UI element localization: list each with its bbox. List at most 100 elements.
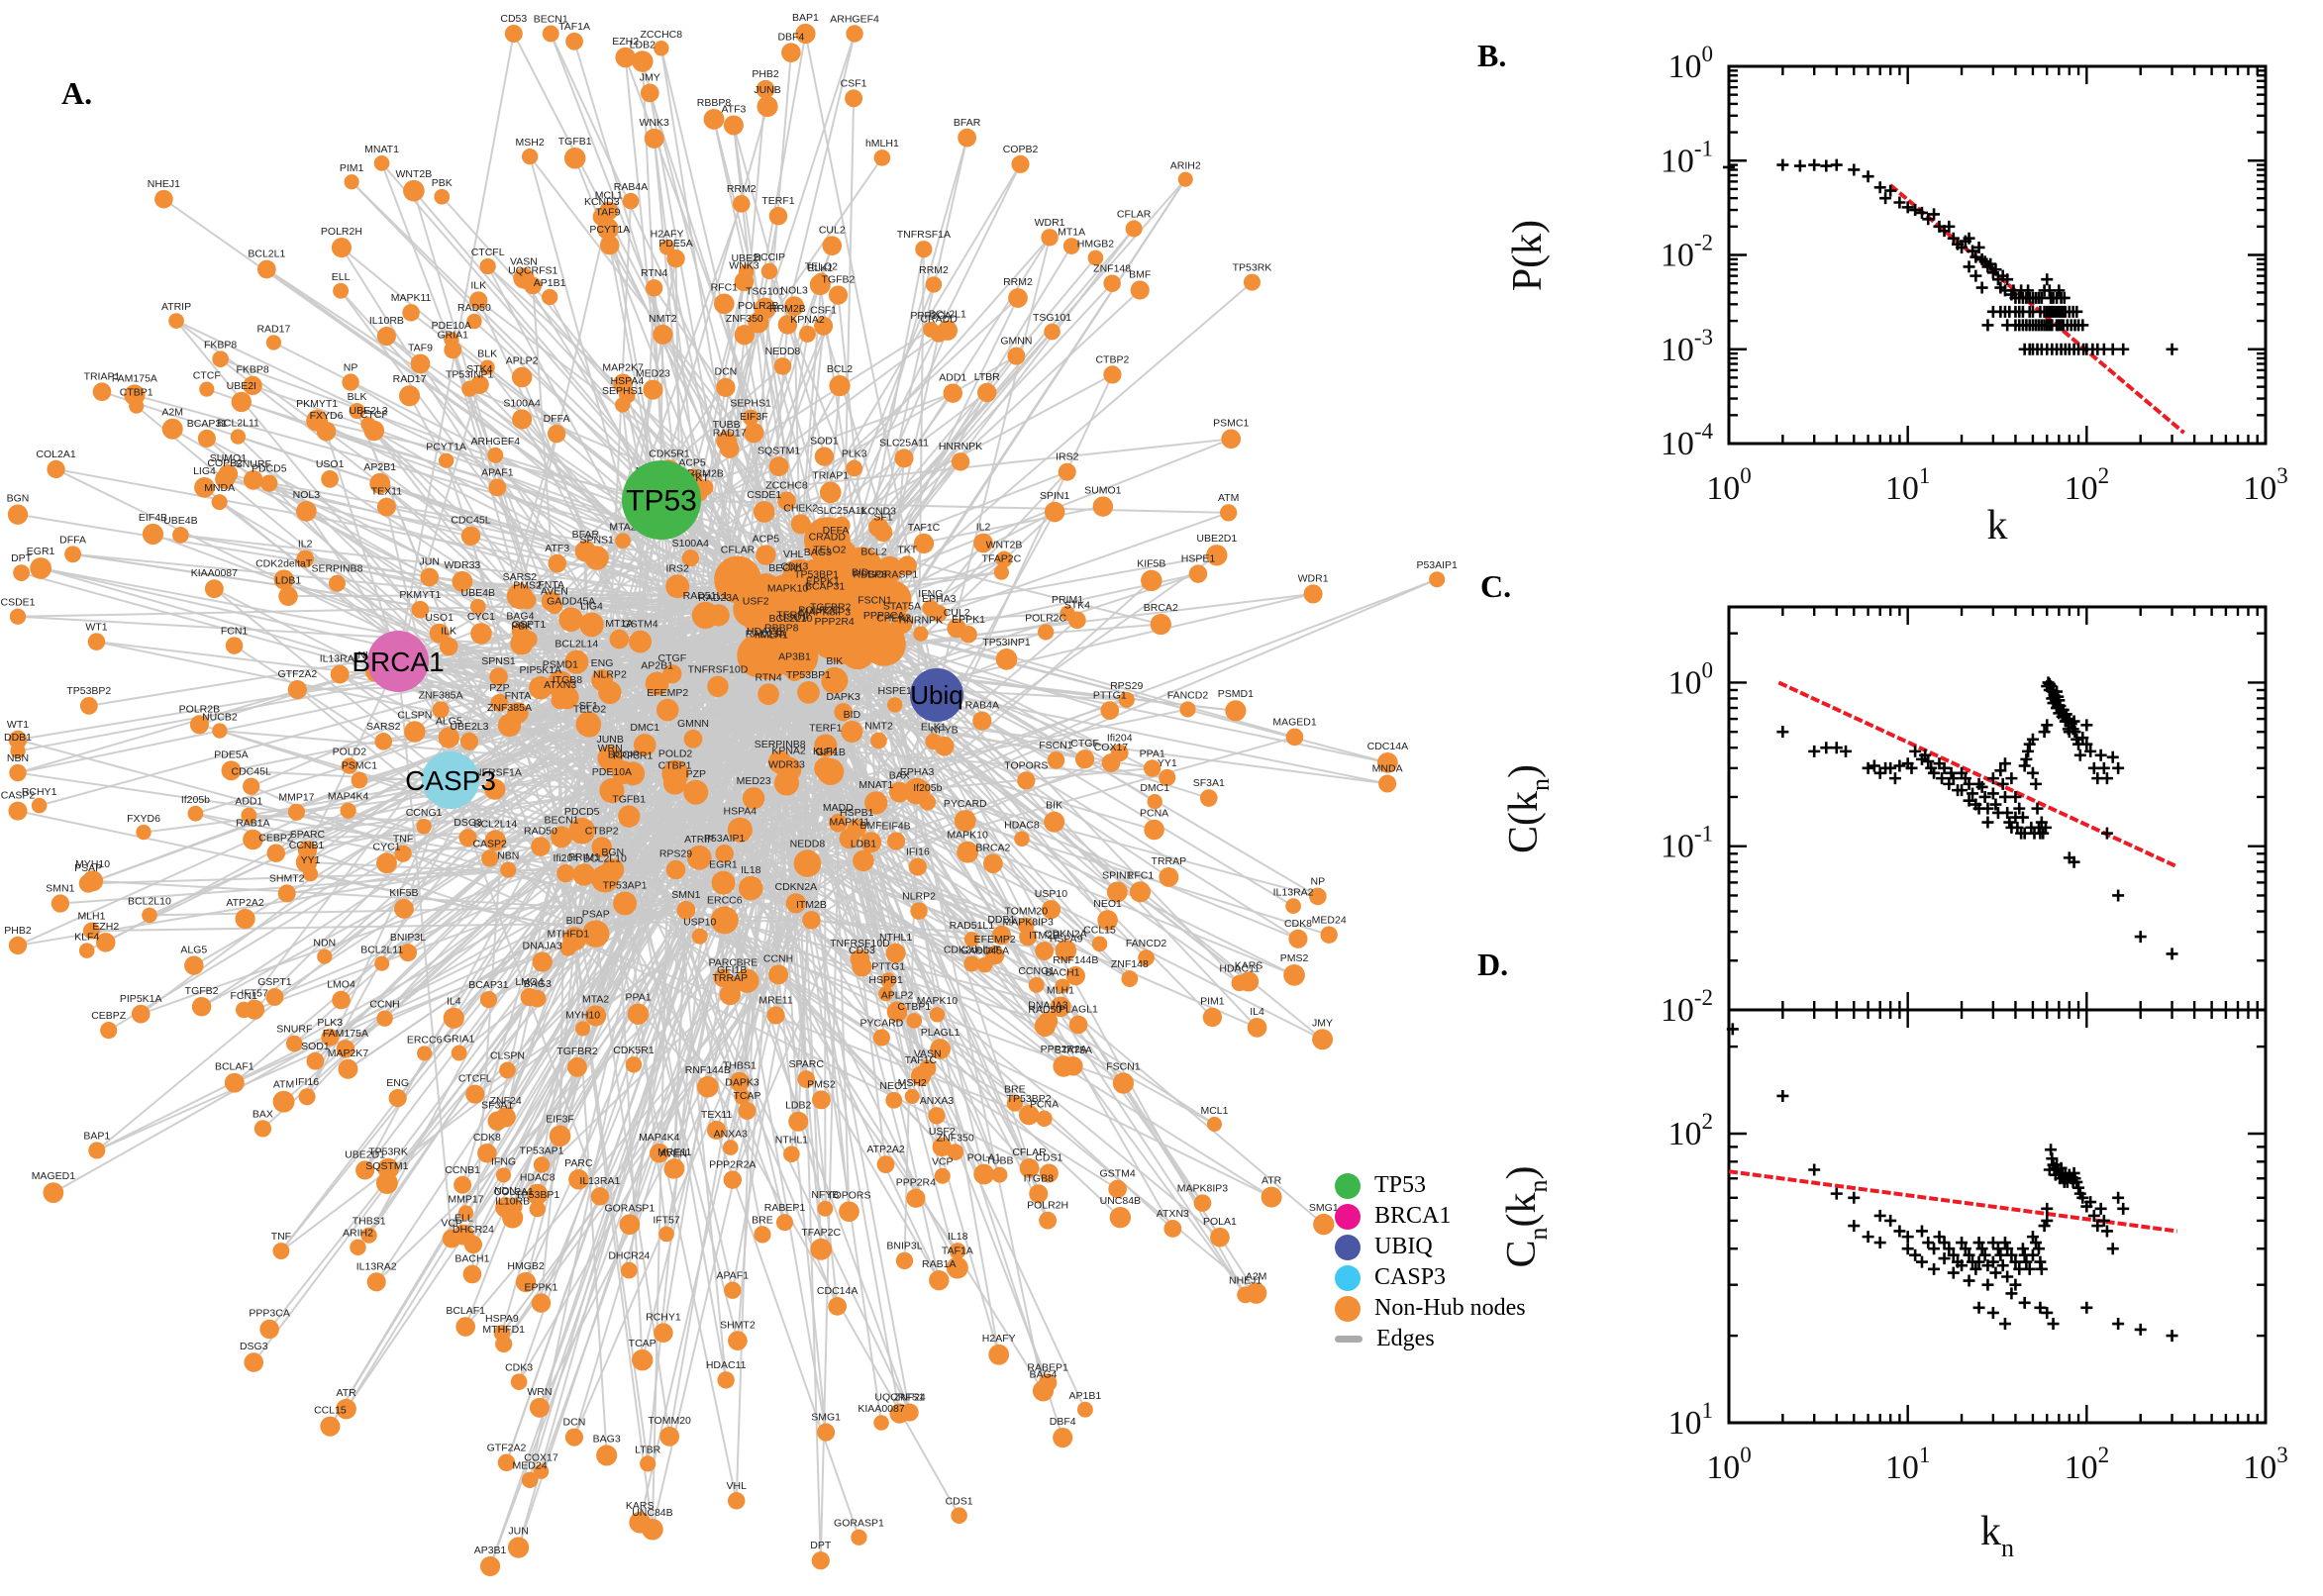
- network-edge: [641, 60, 794, 639]
- network-edge: [296, 688, 597, 935]
- scatter-point: [2112, 1318, 2125, 1331]
- scatter-point: [2038, 726, 2051, 739]
- tick-label: 101: [1668, 1398, 1714, 1442]
- scatter-point: [1970, 269, 1982, 282]
- scatter-points: [1726, 1023, 2178, 1343]
- network-edge: [540, 939, 576, 1304]
- scatter-point: [2106, 750, 2119, 763]
- scatter-point: [2020, 752, 2033, 765]
- scatter-point: [1776, 726, 1789, 739]
- scatter-point: [1909, 204, 1922, 217]
- scatter-point: [1947, 1266, 1960, 1279]
- scatter-point: [1986, 1306, 1999, 1319]
- scatter-point: [1848, 163, 1861, 176]
- scatter-point: [1884, 1214, 1897, 1227]
- fit-line: [1728, 1169, 2177, 1234]
- scatter-point: [1830, 158, 1843, 171]
- scatter-point: [1873, 1237, 1886, 1249]
- brca1-dot-icon: [1335, 1203, 1361, 1230]
- panel-label-d: D.: [1477, 947, 1509, 982]
- scatter-point: [1915, 1255, 1928, 1268]
- scatter-point: [2100, 827, 2113, 840]
- scatter-point: [1901, 1243, 1914, 1255]
- scatter-point: [2117, 1202, 2130, 1215]
- scatter-point: [2005, 772, 2018, 785]
- scatter-point: [1975, 281, 1988, 294]
- network-edge: [659, 48, 797, 615]
- scatter-point: [1776, 158, 1789, 171]
- scatter-point: [2026, 1248, 2039, 1261]
- scatter-point: [2041, 273, 2054, 286]
- scatter-point: [1922, 1237, 1935, 1249]
- scatter-point: [1776, 1089, 1789, 1102]
- scatter-point: [1808, 158, 1821, 171]
- network-edge: [175, 320, 511, 727]
- scatter-point: [2047, 1318, 2060, 1331]
- network-edge: [501, 919, 813, 1334]
- network-edge: [397, 660, 454, 1240]
- legend-item-ubiq: UBIQ: [1335, 1232, 1526, 1262]
- scatter-points: [1776, 676, 2178, 960]
- scatter-point: [1808, 745, 1821, 757]
- scatter-points: [1723, 158, 2178, 355]
- scatter-point: [2112, 1191, 2125, 1204]
- network-edge: [862, 751, 1121, 862]
- tick-label: 100: [1706, 463, 1752, 507]
- scatter-point: [1998, 1318, 2011, 1331]
- scatter-point: [1873, 181, 1886, 194]
- scatter-point: [1723, 160, 1735, 173]
- y-axis-label: C(kn): [1501, 764, 1555, 853]
- scatter-point: [1888, 772, 1901, 785]
- scatter-point: [2094, 1202, 2107, 1215]
- scatter-point: [1963, 260, 1975, 273]
- scatter-point: [1994, 1248, 2007, 1261]
- tick-label: 100: [1668, 42, 1714, 85]
- network-edge: [723, 852, 808, 1080]
- y-axis-label: P(k): [1505, 220, 1551, 291]
- tick-label: 10-2: [1661, 231, 1713, 274]
- network-edge: [782, 618, 1250, 983]
- tick-label: 102: [2065, 463, 2110, 507]
- scatter-point: [1915, 1225, 1928, 1238]
- scatter-point: [2080, 719, 2093, 732]
- scatter-point: [1830, 1187, 1843, 1200]
- scatter-point: [2034, 1255, 2047, 1268]
- network-edge: [674, 772, 1174, 1230]
- network-edge: [550, 33, 821, 615]
- scatter-point: [2094, 748, 2107, 761]
- scatter-point: [1928, 1262, 1941, 1275]
- scatter-point: [2100, 772, 2113, 785]
- network-edge: [674, 772, 1258, 1029]
- nonhub-dot-icon: [1335, 1295, 1361, 1322]
- scatter-point: [2026, 766, 2039, 779]
- tick-label: 10-2: [1661, 985, 1713, 1029]
- scatter-point: [2080, 1301, 2093, 1314]
- network-edge: [653, 287, 829, 542]
- network-edge: [506, 829, 742, 1071]
- tick-label: 103: [2243, 1443, 2288, 1486]
- fit-line: [1777, 680, 2178, 869]
- scatter-point: [1793, 159, 1806, 172]
- scatter-point: [2106, 343, 2119, 355]
- scatter-point: [1868, 759, 1880, 772]
- tick-label: 10-4: [1661, 419, 1714, 462]
- ubiq-dot-icon: [1335, 1234, 1361, 1260]
- scatter-point: [2112, 889, 2125, 902]
- legend-item-edges: Edges: [1335, 1324, 1526, 1354]
- scatter-point: [2030, 777, 2043, 790]
- panel-label-c: C.: [1480, 568, 1512, 604]
- scatter-point: [1848, 1191, 1861, 1204]
- legend-item-brca1: BRCA1: [1335, 1201, 1526, 1232]
- scatter-point: [1972, 1301, 1985, 1314]
- tick-label: 101: [1885, 463, 1931, 507]
- scatter-point: [2001, 1270, 2014, 1283]
- network-legend: TP53 BRCA1 UBIQ CASP3 Non-Hub nodes Edge…: [1335, 1170, 1526, 1354]
- scatter-point: [2134, 1323, 2147, 1336]
- scatter-point: [2016, 1243, 2029, 1255]
- chart-C: 100 10-1 10-2 C(kn): [1501, 605, 2268, 1029]
- legend-item-tp53: TP53: [1335, 1170, 1526, 1201]
- scatter-point: [2035, 1262, 2048, 1275]
